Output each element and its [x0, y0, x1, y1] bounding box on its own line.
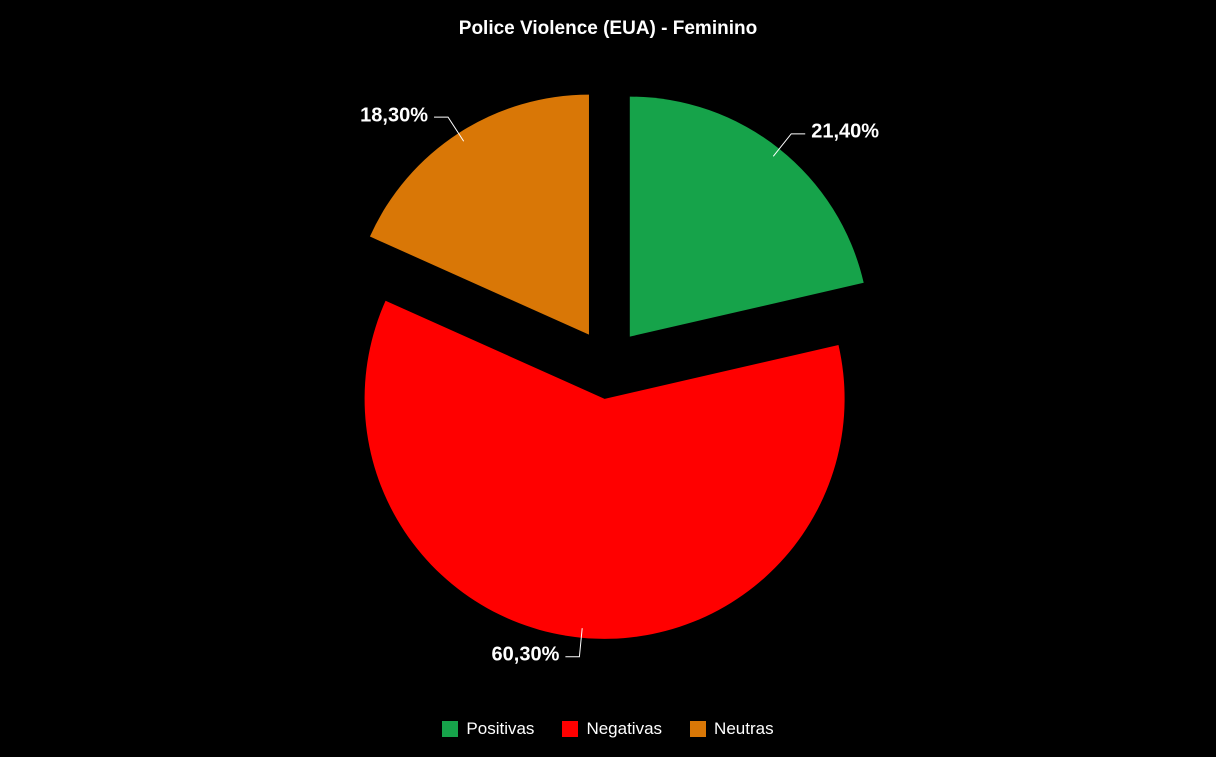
- legend-item-neutras: Neutras: [690, 719, 774, 739]
- chart-container: Police Violence (EUA) - Feminino 21,40% 6…: [0, 0, 1216, 757]
- pie-slice-neutras: [370, 94, 589, 334]
- legend-swatch-neutras: [690, 721, 706, 737]
- legend-swatch-positivas: [442, 721, 458, 737]
- data-label-neutras: 18,30%: [360, 104, 428, 127]
- legend: Positivas Negativas Neutras: [0, 719, 1216, 739]
- legend-label-neutras: Neutras: [714, 719, 774, 739]
- legend-label-positivas: Positivas: [466, 719, 534, 739]
- data-label-positivas: 21,40%: [811, 121, 879, 144]
- data-label-negativas: 60,30%: [492, 644, 560, 667]
- legend-swatch-negativas: [562, 721, 578, 737]
- pie-plot-area: 21,40% 60,30% 18,30%: [0, 50, 1216, 697]
- pie-slice-negativas: [365, 300, 845, 638]
- chart-title: Police Violence (EUA) - Feminino: [0, 18, 1216, 40]
- legend-item-negativas: Negativas: [562, 719, 662, 739]
- pie-svg: [0, 50, 1216, 697]
- legend-label-negativas: Negativas: [586, 719, 662, 739]
- legend-item-positivas: Positivas: [442, 719, 534, 739]
